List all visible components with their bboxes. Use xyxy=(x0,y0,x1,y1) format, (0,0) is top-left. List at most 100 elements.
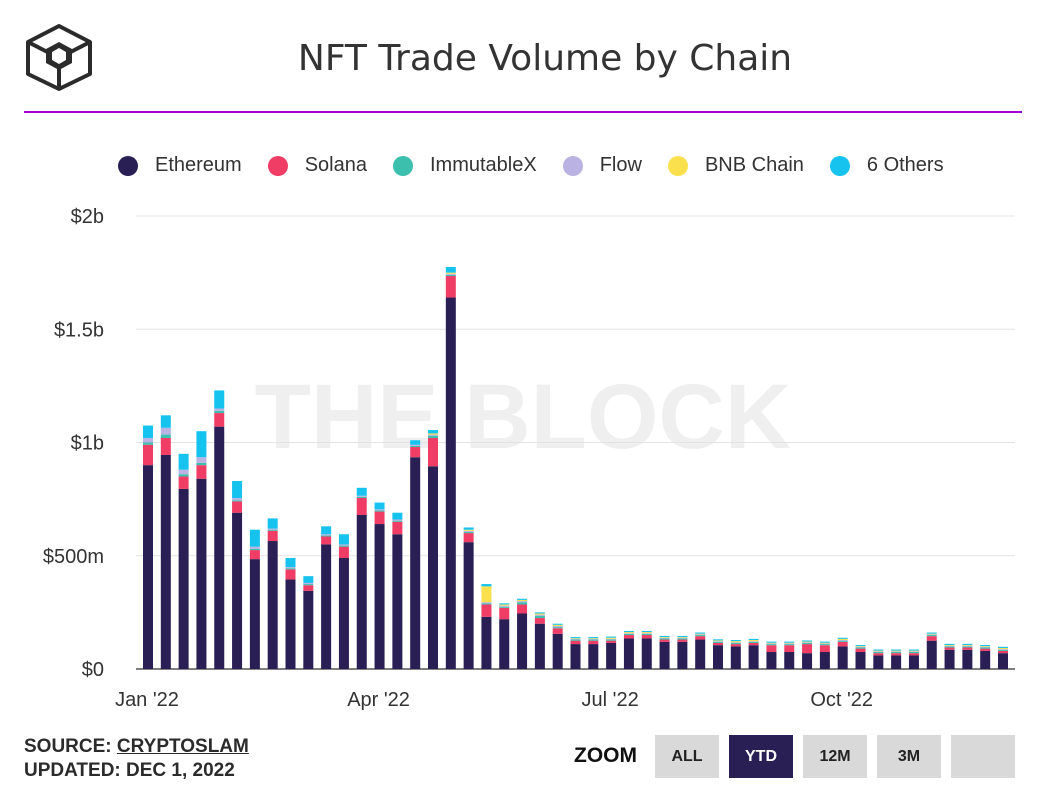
bar-segment-flow[interactable] xyxy=(249,546,260,549)
bar-segment-6-others[interactable] xyxy=(232,481,243,498)
bar-segment-ethereum[interactable] xyxy=(463,542,474,669)
bar-segment-bnb-chain[interactable] xyxy=(980,646,991,647)
bar-segment-flow[interactable] xyxy=(784,643,795,645)
bar-segment-immutablex[interactable] xyxy=(641,633,652,636)
bar-segment-solana[interactable] xyxy=(285,569,296,580)
bar-segment-immutablex[interactable] xyxy=(463,531,474,534)
bar-segment-immutablex[interactable] xyxy=(552,627,563,629)
bar-segment-solana[interactable] xyxy=(552,628,563,634)
bar-segment-ethereum[interactable] xyxy=(980,650,991,669)
bar-segment-immutablex[interactable] xyxy=(873,652,884,654)
bar-segment-immutablex[interactable] xyxy=(428,435,438,438)
bar-segment-bnb-chain[interactable] xyxy=(873,650,884,652)
bar-segment-flow[interactable] xyxy=(517,601,528,603)
bar-segment-ethereum[interactable] xyxy=(855,652,866,669)
bar-segment-bnb-chain[interactable] xyxy=(499,604,510,606)
bar-segment-solana[interactable] xyxy=(623,635,634,639)
bar-segment-bnb-chain[interactable] xyxy=(855,646,866,647)
bar-segment-flow[interactable] xyxy=(677,637,688,639)
bar-segment-ethereum[interactable] xyxy=(410,457,421,669)
bar-segment-flow[interactable] xyxy=(499,605,510,607)
bar-segment-6-others[interactable] xyxy=(802,640,813,642)
zoom-button-12m[interactable]: 12M xyxy=(803,735,867,778)
bar-segment-flow[interactable] xyxy=(730,642,741,643)
bar-segment-solana[interactable] xyxy=(766,645,777,653)
bar-segment-6-others[interactable] xyxy=(410,440,421,445)
bar-segment-immutablex[interactable] xyxy=(677,638,688,640)
bar-segment-flow[interactable] xyxy=(445,273,456,275)
bar-segment-flow[interactable] xyxy=(552,625,563,628)
zoom-button-custom[interactable] xyxy=(951,735,1015,778)
bar-segment-6-others[interactable] xyxy=(980,644,991,647)
bar-segment-ethereum[interactable] xyxy=(623,638,634,669)
bar-segment-bnb-chain[interactable] xyxy=(428,433,438,435)
bar-segment-solana[interactable] xyxy=(338,546,349,559)
bar-segment-ethereum[interactable] xyxy=(659,641,670,669)
bar-segment-ethereum[interactable] xyxy=(160,454,171,669)
bar-segment-solana[interactable] xyxy=(570,640,581,645)
bar-segment-bnb-chain[interactable] xyxy=(552,624,563,626)
bar-segment-6-others[interactable] xyxy=(321,526,332,535)
bar-segment-solana[interactable] xyxy=(748,642,759,646)
bar-segment-solana[interactable] xyxy=(908,653,919,656)
bar-segment-solana[interactable] xyxy=(392,521,403,535)
bar-segment-bnb-chain[interactable] xyxy=(998,647,1008,650)
bar-segment-ethereum[interactable] xyxy=(819,652,830,669)
bar-segment-6-others[interactable] xyxy=(534,612,545,614)
zoom-button-ytd[interactable]: YTD xyxy=(729,735,793,778)
legend-item-flow[interactable]: Flow xyxy=(562,154,642,177)
bar-segment-flow[interactable] xyxy=(819,643,830,645)
bar-segment-bnb-chain[interactable] xyxy=(908,650,919,652)
bar-segment-6-others[interactable] xyxy=(392,512,403,520)
bar-segment-immutablex[interactable] xyxy=(998,649,1008,651)
bar-segment-bnb-chain[interactable] xyxy=(570,638,581,639)
bar-segment-ethereum[interactable] xyxy=(802,653,813,669)
bar-segment-6-others[interactable] xyxy=(606,636,617,638)
bar-segment-immutablex[interactable] xyxy=(659,638,670,640)
bar-segment-flow[interactable] xyxy=(321,534,332,536)
legend-item-ethereum[interactable]: Ethereum xyxy=(118,154,242,177)
bar-segment-immutablex[interactable] xyxy=(303,584,314,586)
bar-segment-solana[interactable] xyxy=(232,501,243,513)
bar-segment-bnb-chain[interactable] xyxy=(463,529,474,531)
bar-segment-ethereum[interactable] xyxy=(267,541,278,669)
bar-segment-6-others[interactable] xyxy=(748,638,759,641)
bar-segment-flow[interactable] xyxy=(232,497,243,501)
bar-segment-ethereum[interactable] xyxy=(606,642,617,669)
bar-segment-ethereum[interactable] xyxy=(695,639,706,669)
bar-segment-ethereum[interactable] xyxy=(908,655,919,669)
bar-segment-solana[interactable] xyxy=(481,604,492,617)
bar-segment-6-others[interactable] xyxy=(481,584,492,587)
bar-segment-immutablex[interactable] xyxy=(908,652,919,654)
bar-segment-ethereum[interactable] xyxy=(428,466,438,669)
bar-segment-immutablex[interactable] xyxy=(730,642,741,645)
bar-segment-immutablex[interactable] xyxy=(356,496,367,498)
bar-segment-6-others[interactable] xyxy=(160,415,171,428)
bar-segment-6-others[interactable] xyxy=(303,576,314,583)
bar-segment-6-others[interactable] xyxy=(428,430,438,434)
bar-segment-flow[interactable] xyxy=(837,640,848,641)
bar-segment-6-others[interactable] xyxy=(214,390,225,409)
bar-segment-6-others[interactable] xyxy=(249,529,260,547)
bar-segment-6-others[interactable] xyxy=(695,632,706,634)
bar-segment-ethereum[interactable] xyxy=(196,478,207,669)
bar-segment-ethereum[interactable] xyxy=(338,558,349,669)
bar-segment-6-others[interactable] xyxy=(766,641,777,643)
bar-segment-ethereum[interactable] xyxy=(766,652,777,669)
bar-segment-immutablex[interactable] xyxy=(980,647,991,649)
bar-segment-solana[interactable] xyxy=(873,653,884,656)
bar-segment-ethereum[interactable] xyxy=(499,619,510,669)
bar-segment-6-others[interactable] xyxy=(517,598,528,600)
bar-segment-ethereum[interactable] xyxy=(873,655,884,669)
bar-segment-bnb-chain[interactable] xyxy=(659,637,670,638)
bar-segment-6-others[interactable] xyxy=(730,640,741,642)
bar-segment-ethereum[interactable] xyxy=(178,488,189,669)
bar-segment-6-others[interactable] xyxy=(267,518,278,529)
bar-segment-flow[interactable] xyxy=(891,651,902,653)
bar-segment-6-others[interactable] xyxy=(908,649,919,651)
bar-segment-solana[interactable] xyxy=(463,533,474,543)
bar-segment-flow[interactable] xyxy=(410,444,421,446)
bar-segment-immutablex[interactable] xyxy=(534,615,545,619)
bar-segment-6-others[interactable] xyxy=(570,637,581,639)
bar-segment-immutablex[interactable] xyxy=(855,647,866,649)
